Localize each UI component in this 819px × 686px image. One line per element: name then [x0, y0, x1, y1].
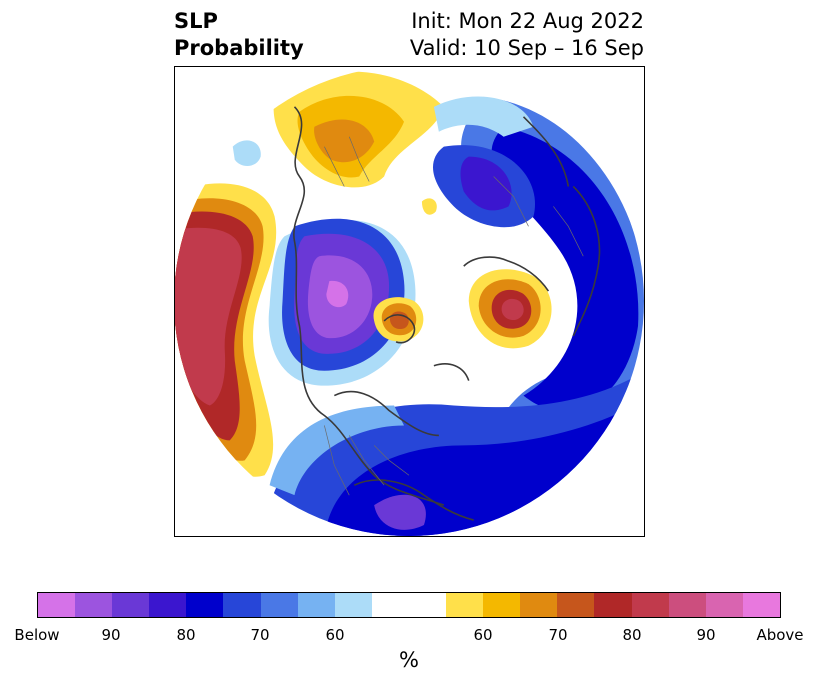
colorbar-swatch-15 [594, 593, 632, 617]
colorbar-swatch-1 [38, 593, 76, 617]
anomaly-south-deep [374, 494, 426, 530]
colorbar-swatch-2 [75, 593, 113, 617]
anomaly-far-west-core [175, 227, 242, 406]
map-panel [174, 66, 645, 537]
colorbar-tick-above-90: 90 [696, 626, 716, 644]
colorbar-tick-above-60: 60 [473, 626, 493, 644]
colorbar-swatch-8 [297, 593, 335, 617]
colorbar-swatch-6 [223, 593, 261, 617]
colorbar-tick-below-60: 60 [325, 626, 345, 644]
colorbar-swatch-14 [557, 593, 595, 617]
coastlines [293, 106, 601, 521]
borders [324, 136, 584, 496]
anomaly-small-light [232, 140, 261, 166]
colorbar-swatch-3 [112, 593, 150, 617]
anomaly-north-core [314, 119, 375, 163]
colorbar-tick-above: Above [756, 626, 804, 644]
colorbar-tick-above-80: 80 [622, 626, 642, 644]
anomaly-ring-light [433, 96, 534, 137]
colorbar-swatch-4 [149, 593, 187, 617]
colorbar-swatch-7 [260, 593, 298, 617]
anomaly-east-high-core [501, 298, 524, 321]
colorbar-swatch-neutral [371, 593, 447, 617]
colorbar-tick-below: Below [14, 626, 60, 644]
valid-range: Valid: 10 Sep – 16 Sep [409, 36, 644, 60]
colorbar-swatch-9 [334, 593, 372, 617]
colorbar-swatch-16 [631, 593, 669, 617]
anomaly-north-deep [460, 156, 512, 211]
colorbar-swatch-18 [705, 593, 743, 617]
colorbar-swatch-19 [742, 593, 780, 617]
anomaly-south-light [269, 405, 405, 496]
probability-map [175, 67, 644, 536]
title-left: SLP Probability [174, 8, 304, 62]
title-variable: SLP [174, 9, 218, 33]
colorbar-swatch-11 [446, 593, 484, 617]
colorbar-swatch-17 [668, 593, 706, 617]
anomaly-west-peak [326, 280, 349, 308]
colorbar-tick-below-70: 70 [250, 626, 270, 644]
colorbar-swatch-13 [520, 593, 558, 617]
title-right: Init: Mon 22 Aug 2022 Valid: 10 Sep – 16… [410, 8, 644, 62]
colorbar-swatch-12 [483, 593, 521, 617]
title-type: Probability [174, 36, 304, 60]
init-date: Init: Mon 22 Aug 2022 [411, 9, 644, 33]
colorbar-tick-below-80: 80 [176, 626, 196, 644]
colorbar-swatch-5 [186, 593, 224, 617]
colorbar-unit-label: % [399, 648, 419, 672]
colorbar [37, 592, 781, 618]
anomaly-small-yellow [421, 198, 437, 215]
colorbar-tick-above-70: 70 [548, 626, 568, 644]
colorbar-tick-below-90: 90 [101, 626, 121, 644]
